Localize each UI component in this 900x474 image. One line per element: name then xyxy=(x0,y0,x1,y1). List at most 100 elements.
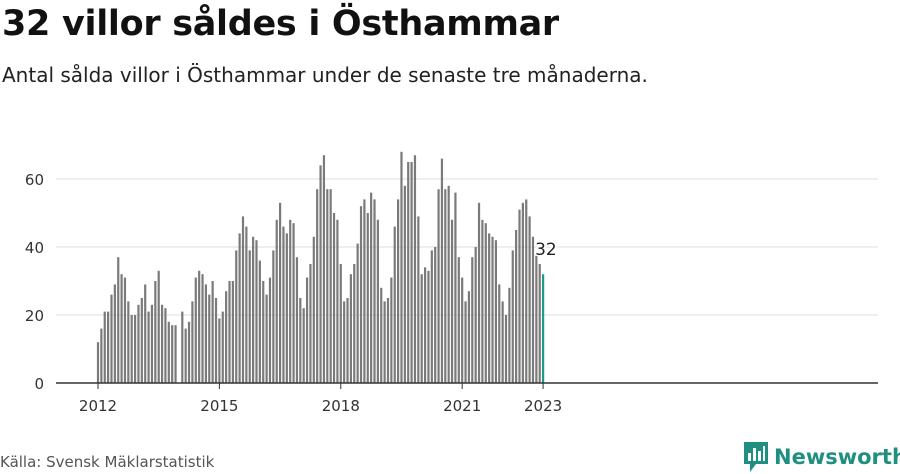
bar xyxy=(130,315,133,383)
bar xyxy=(349,274,352,383)
bar xyxy=(144,284,147,383)
bar xyxy=(319,165,322,383)
y-tick-label: 60 xyxy=(25,171,44,189)
highlight-bar xyxy=(542,274,545,383)
bar xyxy=(380,287,383,383)
x-tick-label: 2018 xyxy=(322,397,360,415)
bar xyxy=(511,250,514,383)
bar xyxy=(137,304,140,383)
logo-text: Newsworthy xyxy=(774,445,900,469)
bar xyxy=(204,284,208,383)
bar xyxy=(191,301,194,383)
bar xyxy=(356,243,359,383)
bar xyxy=(221,311,224,383)
bar xyxy=(208,294,211,383)
chart-subtitle: Antal sålda villor i Östhammar under de … xyxy=(2,63,648,87)
bar xyxy=(494,240,497,383)
bar xyxy=(518,209,521,383)
bar xyxy=(147,311,150,383)
bar-chart-logo-icon xyxy=(744,442,768,472)
bar xyxy=(437,189,440,383)
bar xyxy=(326,189,329,383)
bar xyxy=(477,202,481,383)
bar xyxy=(201,274,204,383)
bar xyxy=(403,185,406,383)
x-tick-label: 2021 xyxy=(443,397,481,415)
bar xyxy=(275,219,278,383)
bar xyxy=(302,308,305,383)
bar xyxy=(235,250,238,383)
x-tick-label: 2023 xyxy=(524,397,562,415)
bar xyxy=(305,277,309,383)
bar xyxy=(467,291,471,383)
newsworthy-logo: Newsworthy xyxy=(744,442,900,472)
bar xyxy=(154,281,157,383)
bar xyxy=(214,298,218,383)
bar-chart: 0 20 40 60 2012 2015 2018 2021 2023 32 xyxy=(25,151,878,415)
bar xyxy=(397,199,400,383)
bar xyxy=(278,202,282,383)
bar xyxy=(376,219,379,383)
bar xyxy=(528,216,531,383)
bar xyxy=(332,213,336,383)
bar xyxy=(107,311,110,383)
bar xyxy=(417,216,420,383)
bar xyxy=(312,236,315,383)
bar xyxy=(316,189,319,383)
bar xyxy=(413,155,417,383)
y-tick-label: 20 xyxy=(25,307,44,325)
highlight-value-label: 32 xyxy=(535,240,557,260)
bar xyxy=(400,151,403,383)
bar xyxy=(521,202,524,383)
bar xyxy=(423,267,427,383)
bar xyxy=(231,281,234,383)
y-tick-label: 40 xyxy=(25,239,44,257)
bar xyxy=(434,247,437,383)
bar xyxy=(265,294,268,383)
bar xyxy=(501,301,504,383)
bar xyxy=(474,247,477,383)
bar xyxy=(346,298,349,383)
bar xyxy=(484,223,487,383)
bar xyxy=(117,257,120,383)
x-tick-label: 2015 xyxy=(200,397,238,415)
bar xyxy=(198,270,201,383)
bar xyxy=(174,325,177,383)
bar xyxy=(538,264,541,383)
bar xyxy=(363,199,366,383)
bar xyxy=(167,321,170,383)
bar xyxy=(454,192,457,383)
bar xyxy=(181,311,184,383)
bar xyxy=(164,308,167,383)
bar xyxy=(504,315,508,383)
bar xyxy=(255,240,258,383)
bar xyxy=(471,257,474,383)
bar xyxy=(488,233,491,383)
bar xyxy=(420,274,423,383)
bar xyxy=(370,192,373,383)
bar xyxy=(160,304,164,383)
bar xyxy=(322,155,326,383)
chart-title: 32 villor såldes i Östhammar xyxy=(2,4,559,44)
bar xyxy=(268,277,272,383)
bar xyxy=(194,277,197,383)
bar xyxy=(211,281,214,383)
bar xyxy=(120,274,123,383)
bar xyxy=(309,264,312,383)
bar xyxy=(383,301,386,383)
bar xyxy=(225,291,228,383)
bar xyxy=(353,264,356,383)
bar xyxy=(440,158,444,383)
bar xyxy=(252,236,255,383)
bar xyxy=(248,250,251,383)
bar xyxy=(245,226,248,383)
bar xyxy=(407,162,410,383)
bar xyxy=(390,277,393,383)
bar xyxy=(228,281,231,383)
bar xyxy=(285,233,288,383)
bar xyxy=(100,328,103,383)
bar xyxy=(535,253,538,383)
bar xyxy=(238,233,241,383)
y-tick-label: 0 xyxy=(34,375,44,393)
bar xyxy=(110,294,113,383)
